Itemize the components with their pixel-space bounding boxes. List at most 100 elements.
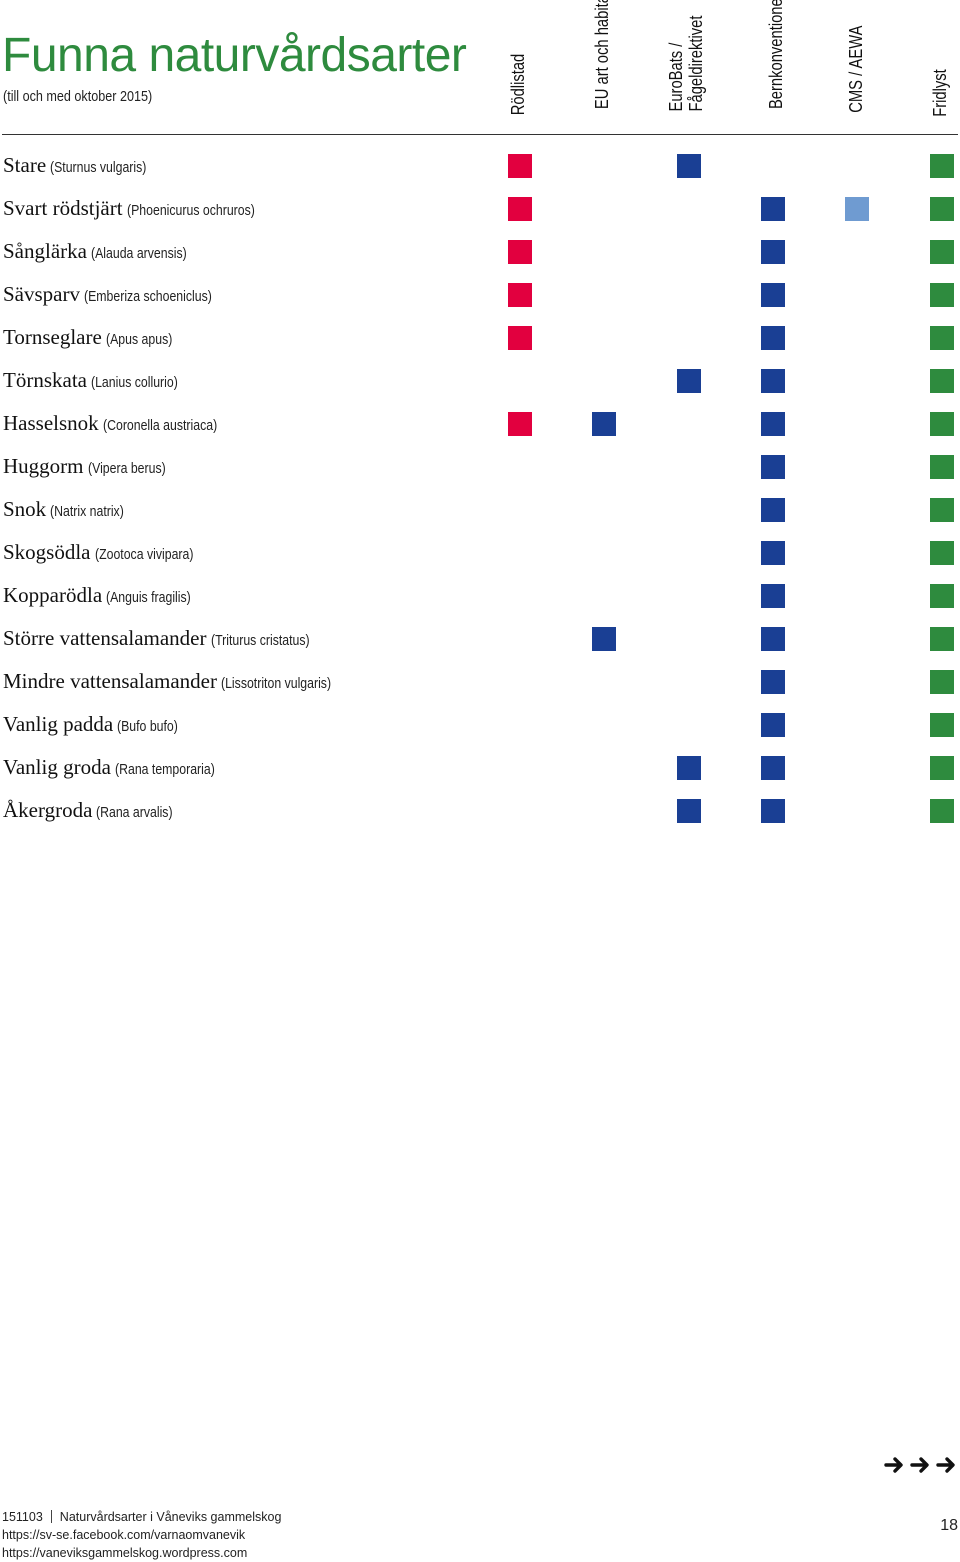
- species-common-name: Vanlig groda: [3, 755, 111, 779]
- species-label: Hasselsnok (Coronella austriaca): [3, 408, 242, 441]
- species-common-name: Stare: [3, 153, 47, 177]
- species-label: Kopparödla (Anguis fragilis): [3, 580, 210, 613]
- status-marker-eurobats: [677, 756, 701, 780]
- status-marker-fridlyst: [930, 455, 954, 479]
- status-marker-eurobats: [677, 799, 701, 823]
- table-row: Sävsparv (Emberiza schoeniclus): [0, 279, 960, 319]
- status-marker-bern: [761, 670, 785, 694]
- table-row: Sånglärka (Alauda arvensis): [0, 236, 960, 276]
- status-marker-fridlyst: [930, 154, 954, 178]
- status-marker-bern: [761, 412, 785, 436]
- footer-facebook-link[interactable]: https://sv-se.facebook.com/varnaomvanevi…: [2, 1528, 246, 1542]
- status-marker-bern: [761, 240, 785, 264]
- species-common-name: Åkergroda: [3, 798, 93, 822]
- species-common-name: Mindre vattensalamander: [3, 669, 217, 693]
- status-marker-fridlyst: [930, 627, 954, 651]
- table-row: Hasselsnok (Coronella austriaca): [0, 408, 960, 448]
- status-marker-rodlistad: [508, 197, 532, 221]
- column-header-label: Fågeldirektivet: [686, 15, 706, 112]
- status-marker-fridlyst: [930, 240, 954, 264]
- species-label: Sävsparv (Emberiza schoeniclus): [3, 279, 240, 312]
- species-latin-name: (Rana arvalis): [96, 804, 173, 821]
- species-common-name: Skogsödla: [3, 540, 91, 564]
- species-label: Åkergroda (Rana arvalis): [3, 795, 190, 828]
- species-common-name: Sävsparv: [3, 282, 80, 306]
- page-subtitle: (till och med oktober 2015): [3, 88, 153, 105]
- species-label: Mindre vattensalamander (Lissotriton vulg…: [3, 666, 355, 699]
- table-row: Tornseglare (Apus apus): [0, 322, 960, 362]
- status-marker-fridlyst: [930, 756, 954, 780]
- table-row: Större vattensalamander (Triturus cristat…: [0, 623, 960, 663]
- status-marker-eu: [592, 627, 616, 651]
- status-marker-fridlyst: [930, 713, 954, 737]
- species-latin-name: (Coronella austriaca): [102, 417, 217, 434]
- footer-blog-link[interactable]: https://vaneviksgammelskog.wordpress.com: [2, 1546, 248, 1560]
- column-header-label: Fridlyst: [930, 69, 950, 117]
- status-marker-bern: [761, 627, 785, 651]
- species-common-name: Törnskata: [3, 368, 87, 392]
- species-latin-name: (Lissotriton vulgaris): [221, 675, 332, 692]
- species-label: Snok (Natrix natrix): [3, 494, 140, 527]
- species-latin-name: (Alauda arvensis): [90, 245, 187, 262]
- species-label: Huggorm (Vipera berus): [3, 451, 182, 484]
- status-marker-eurobats: [677, 369, 701, 393]
- footer-doc-line: 151103 Naturvårdsarter i Våneviks gammels…: [2, 1508, 281, 1526]
- table-row: Huggorm (Vipera berus): [0, 451, 960, 491]
- page-title: Funna naturvårdsarter: [2, 29, 467, 82]
- status-marker-bern: [761, 799, 785, 823]
- column-header-label: EU art och habitat: [592, 0, 612, 110]
- species-label: Vanlig groda (Rana temporaria): [3, 752, 237, 785]
- status-marker-fridlyst: [930, 670, 954, 694]
- table-row: Åkergroda (Rana arvalis): [0, 795, 960, 835]
- column-header-label: Rödlistad: [508, 53, 528, 116]
- table-row: Törnskata (Lanius collurio): [0, 365, 960, 405]
- species-common-name: Tornseglare: [3, 325, 102, 349]
- species-common-name: Vanlig padda: [3, 712, 114, 736]
- column-header-label: Bernkonventionen: [766, 0, 786, 109]
- status-marker-fridlyst: [930, 326, 954, 350]
- status-marker-fridlyst: [930, 799, 954, 823]
- status-marker-rodlistad: [508, 326, 532, 350]
- status-marker-eurobats: [677, 154, 701, 178]
- table-row: Vanlig padda (Bufo bufo): [0, 709, 960, 749]
- status-marker-eu: [592, 412, 616, 436]
- species-label: Svart rödstjärt (Phoenicurus ochruros): [3, 193, 282, 226]
- status-marker-cms: [845, 197, 869, 221]
- status-marker-fridlyst: [930, 541, 954, 565]
- species-latin-name: (Sturnus vulgaris): [50, 159, 147, 176]
- status-marker-bern: [761, 326, 785, 350]
- table-row: Mindre vattensalamander (Lissotriton vulg…: [0, 666, 960, 706]
- status-marker-rodlistad: [508, 240, 532, 264]
- status-marker-fridlyst: [930, 498, 954, 522]
- species-latin-name: (Phoenicurus ochruros): [126, 202, 255, 219]
- species-common-name: Hasselsnok: [3, 411, 99, 435]
- arrow-right-icon: [936, 1457, 955, 1473]
- status-marker-bern: [761, 541, 785, 565]
- species-label: Tornseglare (Apus apus): [3, 322, 187, 355]
- status-marker-bern: [761, 369, 785, 393]
- status-marker-bern: [761, 283, 785, 307]
- species-latin-name: (Apus apus): [105, 331, 173, 348]
- status-marker-rodlistad: [508, 283, 532, 307]
- page-number: 18: [940, 1517, 958, 1534]
- species-latin-name: (Bufo bufo): [117, 718, 179, 735]
- status-marker-bern: [761, 756, 785, 780]
- footer-separator: [50, 1510, 52, 1523]
- status-marker-rodlistad: [508, 412, 532, 436]
- species-latin-name: (Zootoca vivipara): [94, 546, 193, 563]
- species-latin-name: (Anguis fragilis): [106, 589, 191, 606]
- table-row: Vanlig groda (Rana temporaria): [0, 752, 960, 792]
- table-row: Skogsödla (Zootoca vivipara): [0, 537, 960, 577]
- next-page-arrows: [884, 1454, 958, 1476]
- footer-doc-title: Naturvårdsarter i Våneviks gammelskog: [59, 1510, 282, 1524]
- status-marker-fridlyst: [930, 369, 954, 393]
- status-marker-bern: [761, 713, 785, 737]
- species-latin-name: (Vipera berus): [87, 460, 166, 477]
- column-header-label: EuroBats /: [666, 42, 686, 112]
- species-label: Sånglärka (Alauda arvensis): [3, 236, 208, 269]
- species-latin-name: (Triturus cristatus): [210, 632, 310, 649]
- species-label: Vanlig padda (Bufo bufo): [3, 709, 191, 742]
- status-marker-fridlyst: [930, 197, 954, 221]
- header-rule: [2, 134, 958, 135]
